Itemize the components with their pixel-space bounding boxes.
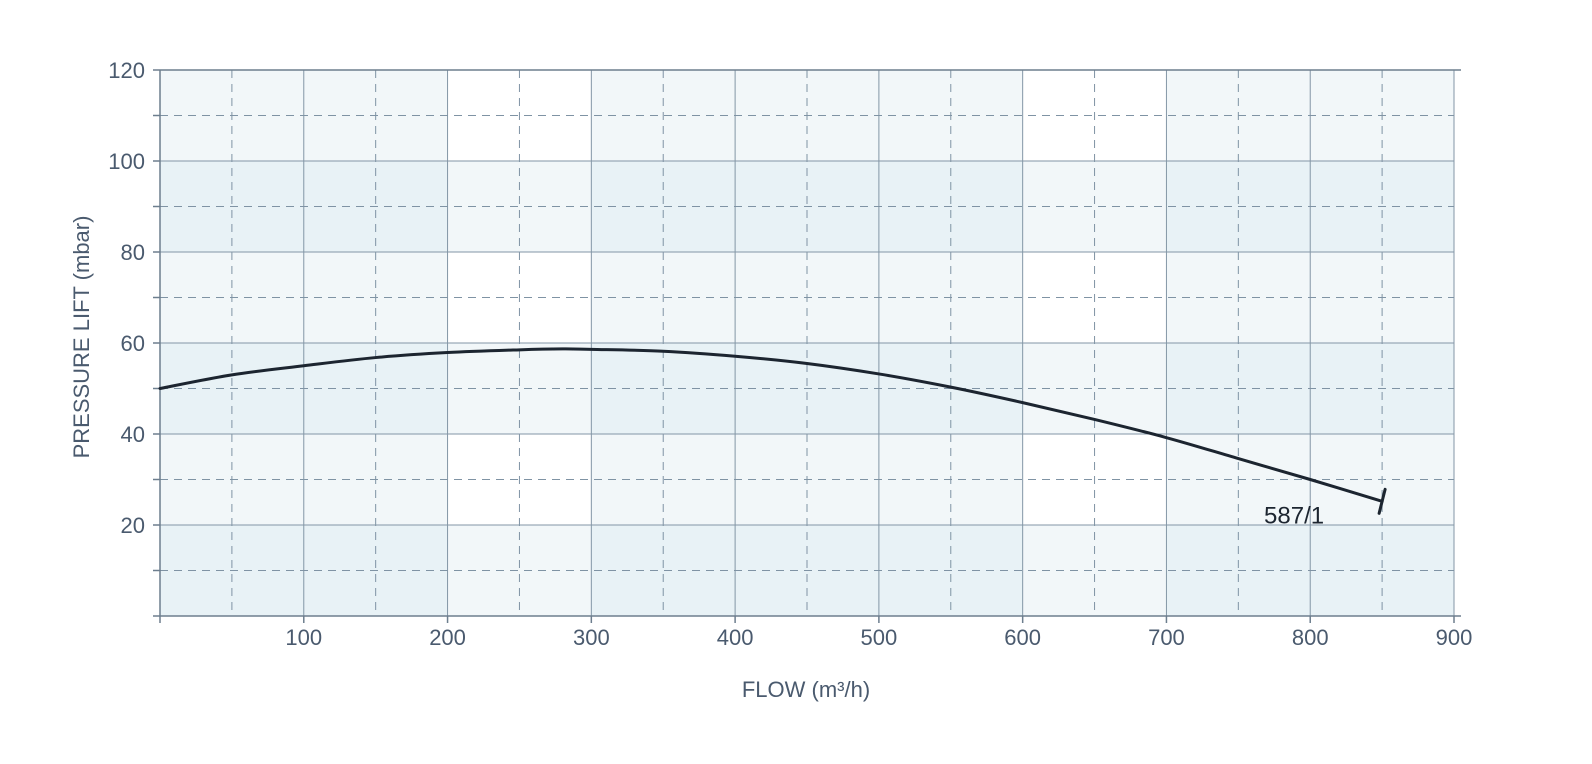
y-tick-label: 40	[121, 422, 145, 447]
series-label: 587/1	[1264, 502, 1324, 529]
y-tick-label: 80	[121, 240, 145, 265]
tick-labels: 100 200 300 400 500 600 700 800 900 20 40 60 80 100 12…	[108, 58, 1472, 650]
series-end-marker	[1377, 487, 1387, 515]
x-axis-title: FLOW (m³/h)	[742, 677, 870, 702]
x-tick-label: 400	[717, 625, 754, 650]
x-tick-label: 500	[861, 625, 898, 650]
y-axis-title: PRESSURE LIFT (mbar)	[69, 216, 94, 459]
x-tick-label: 700	[1148, 625, 1185, 650]
x-tick-label: 600	[1004, 625, 1041, 650]
y-tick-label: 20	[121, 513, 145, 538]
data-series: 587/1	[158, 347, 1387, 529]
grid-lines	[160, 70, 1455, 616]
y-tick-label: 60	[121, 331, 145, 356]
series-line	[158, 347, 1384, 503]
x-tick-label: 900	[1436, 625, 1473, 650]
x-tick-label: 800	[1292, 625, 1329, 650]
x-tick-label: 200	[429, 625, 466, 650]
x-tick-label: 300	[573, 625, 610, 650]
y-tick-label: 100	[108, 149, 145, 174]
axes	[153, 69, 1461, 623]
x-tick-label: 100	[285, 625, 322, 650]
y-tick-label: 120	[108, 58, 145, 83]
